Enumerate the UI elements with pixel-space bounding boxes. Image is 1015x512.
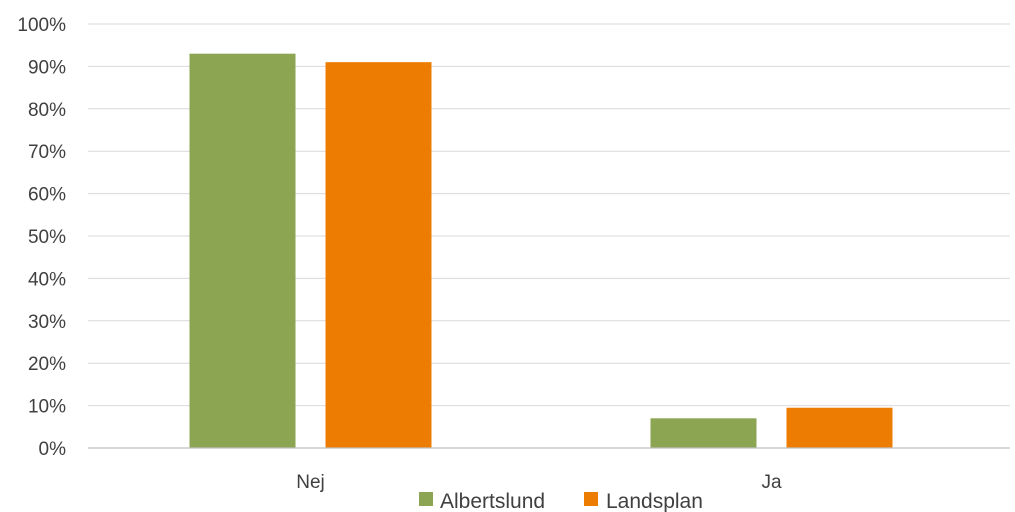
legend: Albertslund Landsplan <box>419 490 703 512</box>
legend-label-landsplan: Landsplan <box>606 490 703 512</box>
x-category-label: Ja <box>761 472 782 493</box>
y-tick-label: 90% <box>28 57 66 78</box>
legend-swatch-landsplan <box>584 492 598 506</box>
x-category-label: Nej <box>296 472 325 493</box>
y-tick-label: 30% <box>28 312 66 333</box>
bar-albertslund-ja <box>650 418 757 448</box>
bars <box>189 53 893 449</box>
legend-label-albertslund: Albertslund <box>440 490 545 512</box>
y-tick-label: 60% <box>28 185 66 206</box>
y-tick-label: 10% <box>28 397 66 418</box>
x-axis-category-labels: Nej Ja <box>296 472 782 493</box>
bar-albertslund-nej <box>189 53 296 449</box>
y-tick-label: 40% <box>28 269 66 290</box>
y-axis-tick-labels: 0% 10% 20% 30% 40% 50% 60% 70% 80% 90% 100% <box>17 15 66 460</box>
legend-swatch-albertslund <box>419 492 433 506</box>
y-tick-label: 0% <box>39 439 67 460</box>
bar-landsplan-ja <box>786 407 893 448</box>
y-tick-label: 50% <box>28 227 66 248</box>
y-tick-label: 80% <box>28 100 66 121</box>
y-tick-label: 20% <box>28 354 66 375</box>
bar-landsplan-nej <box>325 62 432 448</box>
y-tick-label: 100% <box>17 15 66 36</box>
y-tick-label: 70% <box>28 142 66 163</box>
